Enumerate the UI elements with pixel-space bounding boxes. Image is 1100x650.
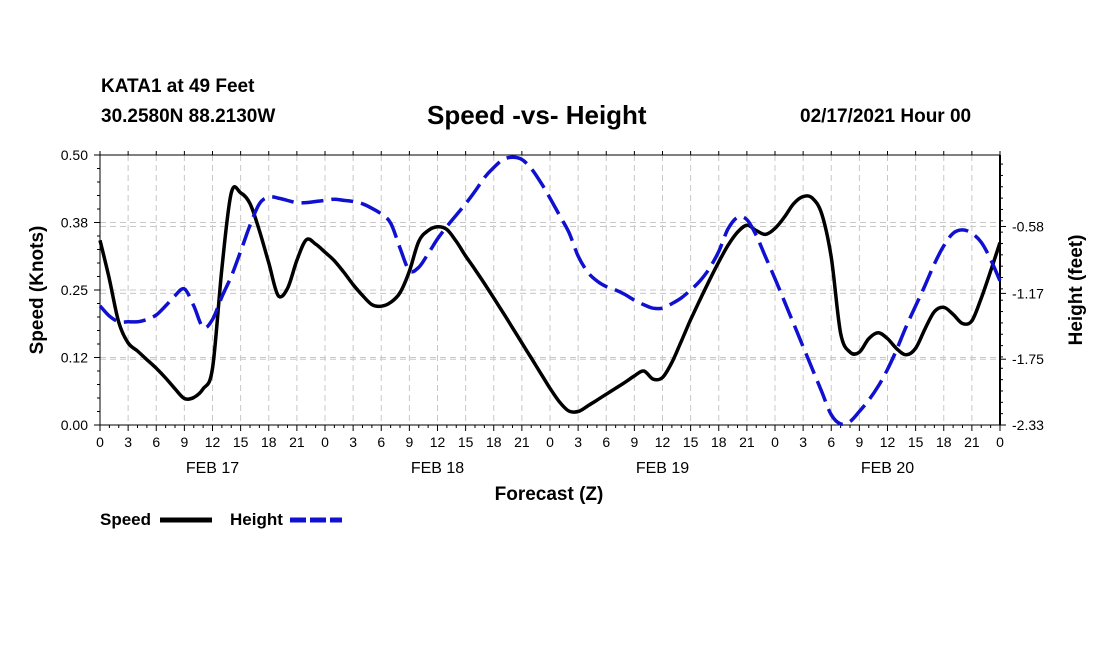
x-tick-label: 6	[152, 434, 160, 450]
x-tick-label: 3	[799, 434, 807, 450]
x-tick-label: 3	[124, 434, 132, 450]
x-tick-label: 18	[486, 434, 502, 450]
x-tick-label: 6	[602, 434, 610, 450]
x-tick-label: 3	[349, 434, 357, 450]
station-coordinates: 30.2580N 88.2130W	[101, 106, 276, 127]
station-label: KATA1 at 49 Feet	[101, 76, 255, 97]
x-tick-label: 12	[880, 434, 896, 450]
y-tick-label-right: -2.33	[1012, 417, 1044, 433]
x-tick-label: 15	[458, 434, 474, 450]
x-tick-label: 12	[205, 434, 221, 450]
x-tick-label: 18	[711, 434, 727, 450]
x-tick-label: 0	[771, 434, 779, 450]
series-line-height	[98, 155, 1002, 427]
x-tick-label: 12	[430, 434, 446, 450]
x-tick-label: 0	[321, 434, 329, 450]
date-label: FEB 19	[636, 460, 689, 477]
legend-speed-label: Speed	[100, 510, 151, 529]
x-tick-label: 21	[514, 434, 530, 450]
grid-lines	[100, 155, 1000, 426]
y-tick-label-right: -1.17	[1012, 285, 1044, 301]
legend-height-label: Height	[230, 510, 283, 529]
y-tick-label-right: -1.75	[1012, 351, 1044, 367]
x-tick-label: 15	[683, 434, 699, 450]
series-line-speed	[98, 185, 1002, 414]
x-tick-label: 0	[96, 434, 104, 450]
x-tick-label: 9	[855, 434, 863, 450]
y-tick-label-left: 0.50	[61, 147, 88, 163]
x-tick-label: 12	[655, 434, 671, 450]
date-label: FEB 17	[186, 460, 239, 477]
date-label: FEB 18	[411, 460, 464, 477]
x-tick-label: 21	[964, 434, 980, 450]
y-tick-label-left: 0.00	[61, 417, 88, 433]
x-tick-label: 0	[546, 434, 554, 450]
y-axis-right: -2.33 -1.75 -1.17 -0.58	[1000, 163, 1044, 433]
y-tick-label-left: 0.12	[61, 350, 88, 366]
series-group	[98, 155, 1002, 427]
legend: Speed Height	[100, 510, 342, 529]
x-tick-label: 6	[827, 434, 835, 450]
y-tick-label-right: -0.58	[1012, 218, 1044, 234]
x-tick-label: 9	[405, 434, 413, 450]
x-tick-label: 21	[289, 434, 305, 450]
x-tick-label: 9	[180, 434, 188, 450]
x-tick-label: 6	[377, 434, 385, 450]
chart-title: Speed -vs- Height	[427, 100, 647, 130]
x-tick-label: 0	[996, 434, 1004, 450]
y-tick-label-left: 0.25	[61, 282, 88, 298]
x-tick-label: 21	[739, 434, 755, 450]
x-axis-title: Forecast (Z)	[495, 484, 604, 505]
x-tick-label: 3	[574, 434, 582, 450]
x-tick-label: 18	[936, 434, 952, 450]
y-axis-title-right: Height (feet)	[1066, 235, 1087, 346]
y-axis-title-left: Speed (Knots)	[27, 226, 48, 355]
y-tick-label-left: 0.38	[61, 215, 88, 231]
x-tick-label: 15	[233, 434, 249, 450]
x-axis: 0 3 6 9 12 15 18 21 0 3 6 9 12 15 18 21 0 3 6 9 12 15 18 21 0 3 6 9…	[96, 151, 1004, 477]
x-tick-label: 18	[261, 434, 277, 450]
x-tick-label: 15	[908, 434, 924, 450]
date-label: FEB 20	[861, 460, 914, 477]
y-axis-left: 0.00 0.12 0.25 0.38 0.50	[61, 147, 100, 433]
forecast-timestamp: 02/17/2021 Hour 00	[800, 106, 972, 127]
x-tick-label: 9	[630, 434, 638, 450]
